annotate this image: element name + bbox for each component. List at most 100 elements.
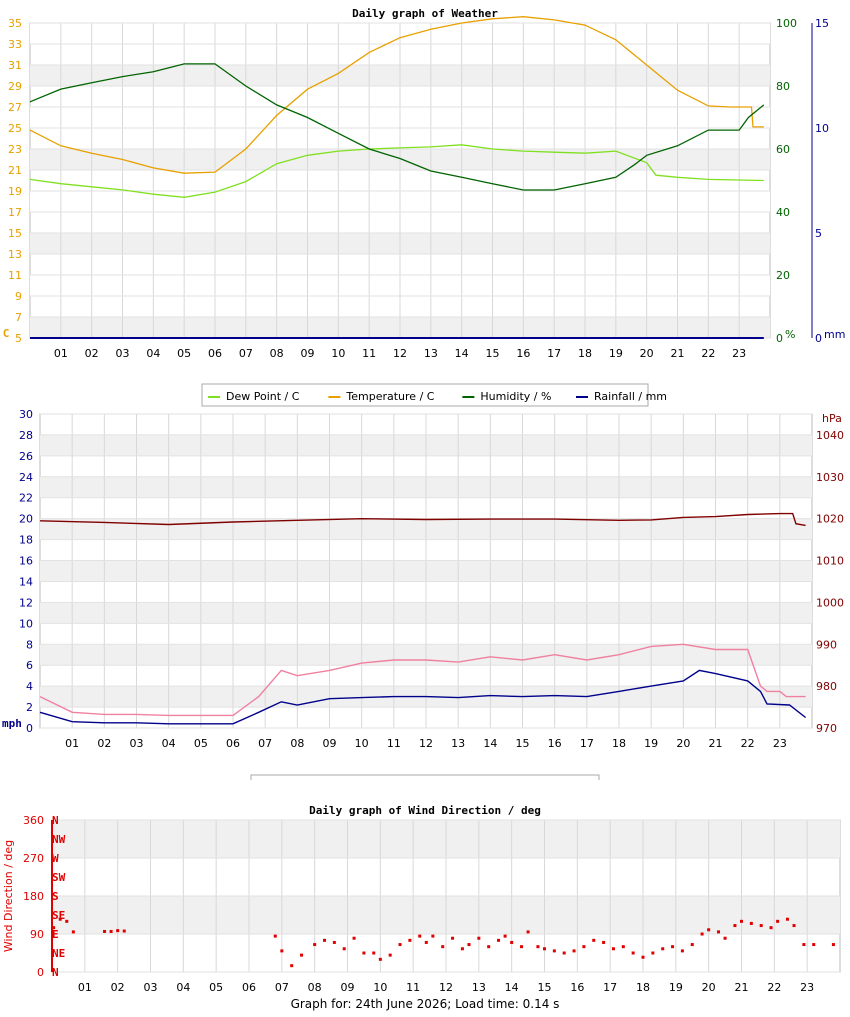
x-tick-label: 05 <box>209 981 223 994</box>
scatter-point <box>572 949 576 953</box>
x-tick-label: 13 <box>451 737 465 750</box>
scatter-point <box>717 930 721 934</box>
x-tick-label: 10 <box>355 737 369 750</box>
scatter-point <box>759 924 763 928</box>
compass-label: N <box>52 814 59 827</box>
x-tick-label: 19 <box>644 737 658 750</box>
direction-tick-label: 360 <box>23 814 44 827</box>
scatter-point <box>831 943 835 947</box>
x-tick-label: 17 <box>580 737 594 750</box>
x-tick-label: 04 <box>176 981 190 994</box>
series-line <box>39 512 806 527</box>
scatter-point <box>631 951 635 955</box>
scatter-point <box>641 955 645 959</box>
x-tick-label: 12 <box>439 981 453 994</box>
scatter-point <box>388 953 392 957</box>
scatter-point <box>497 938 501 942</box>
scatter-point <box>602 940 606 944</box>
pressure-tick-label: 970 <box>816 722 837 735</box>
series-line <box>39 669 807 725</box>
series-line <box>39 643 806 717</box>
humidity-tick-label: 20 <box>776 269 790 282</box>
speed-tick-label: 20 <box>19 513 33 526</box>
scatter-point <box>290 964 294 968</box>
temp-tick-label: 15 <box>8 227 22 240</box>
x-tick-label: 22 <box>767 981 781 994</box>
speed-tick-label: 28 <box>19 429 33 442</box>
legend-box <box>250 774 600 780</box>
scatter-point <box>611 947 615 951</box>
x-tick-label: 23 <box>800 981 814 994</box>
x-tick-label: 18 <box>578 347 592 360</box>
x-tick-label: 06 <box>208 347 222 360</box>
humidity-tick-label: 60 <box>776 143 790 156</box>
speed-tick-label: 26 <box>19 450 33 463</box>
scatter-points <box>52 917 835 968</box>
scatter-point <box>592 938 596 942</box>
temp-unit-label: C <box>3 327 10 340</box>
scatter-point <box>740 919 743 923</box>
x-tick-label: 15 <box>486 347 500 360</box>
temp-tick-label: 31 <box>8 59 22 72</box>
scatter-point <box>122 929 126 933</box>
x-tick-label: 12 <box>393 347 407 360</box>
temp-tick-label: 29 <box>8 80 22 93</box>
x-tick-label: 15 <box>538 981 552 994</box>
scatter-point <box>690 943 694 947</box>
temp-tick-label: 13 <box>8 248 22 261</box>
scatter-point <box>792 924 796 928</box>
temp-tick-label: 21 <box>8 164 22 177</box>
scatter-point <box>313 943 317 947</box>
speed-tick-label: 4 <box>26 680 33 693</box>
temp-tick-label: 5 <box>15 332 22 345</box>
compass-label: NE <box>52 947 65 960</box>
scatter-point <box>785 917 789 921</box>
x-tick-label: 23 <box>732 347 746 360</box>
y-axis-label: Wind Direction / deg <box>2 840 15 952</box>
speed-tick-label: 2 <box>26 701 33 714</box>
x-tick-label: 10 <box>373 981 387 994</box>
scatter-point <box>707 928 711 932</box>
x-tick-label: 09 <box>323 737 337 750</box>
scatter-point <box>71 930 75 934</box>
footer-text: Graph for: 24th June 2026; Load time: 0.… <box>290 997 560 1011</box>
direction-tick-label: 270 <box>23 852 44 865</box>
x-tick-label: 06 <box>242 981 256 994</box>
pressure-tick-label: 990 <box>816 638 837 651</box>
chart-title: Daily graph of Wind Direction / deg <box>309 804 541 817</box>
scatter-point <box>460 947 464 951</box>
x-tick-label: 04 <box>146 347 160 360</box>
x-tick-label: 09 <box>341 981 355 994</box>
compass-label: N <box>52 966 59 979</box>
scatter-point <box>723 936 727 940</box>
scatter-point <box>372 951 376 955</box>
temp-tick-label: 23 <box>8 143 22 156</box>
scatter-point <box>543 947 546 951</box>
scatter-point <box>451 936 455 940</box>
chart-title: Daily graph of Weather <box>352 7 498 20</box>
scatter-point <box>552 949 556 953</box>
scatter-point <box>431 934 435 938</box>
scatter-point <box>408 938 412 942</box>
x-tick-label: 20 <box>676 737 690 750</box>
scatter-point <box>812 943 816 947</box>
scatter-point <box>300 953 304 957</box>
scatter-point <box>651 951 655 955</box>
scatter-point <box>58 917 62 921</box>
temp-tick-label: 17 <box>8 206 22 219</box>
scatter-point <box>398 943 402 947</box>
x-tick-label: 17 <box>547 347 561 360</box>
series-line <box>29 63 765 191</box>
pressure-tick-label: 1000 <box>816 596 844 609</box>
pressure-tick-label: 980 <box>816 680 837 693</box>
scatter-point <box>582 945 586 949</box>
scatter-point <box>520 945 524 949</box>
weather-chart: 35333129272523211917151311975C1008060402… <box>3 7 845 407</box>
x-tick-label: 20 <box>702 981 716 994</box>
legend-item-label: Dew Point / C <box>226 390 300 403</box>
scatter-point <box>418 934 422 938</box>
scatter-point <box>526 930 530 934</box>
speed-unit-label: mph <box>2 717 22 730</box>
x-tick-label: 02 <box>97 737 111 750</box>
scatter-point <box>700 932 704 936</box>
